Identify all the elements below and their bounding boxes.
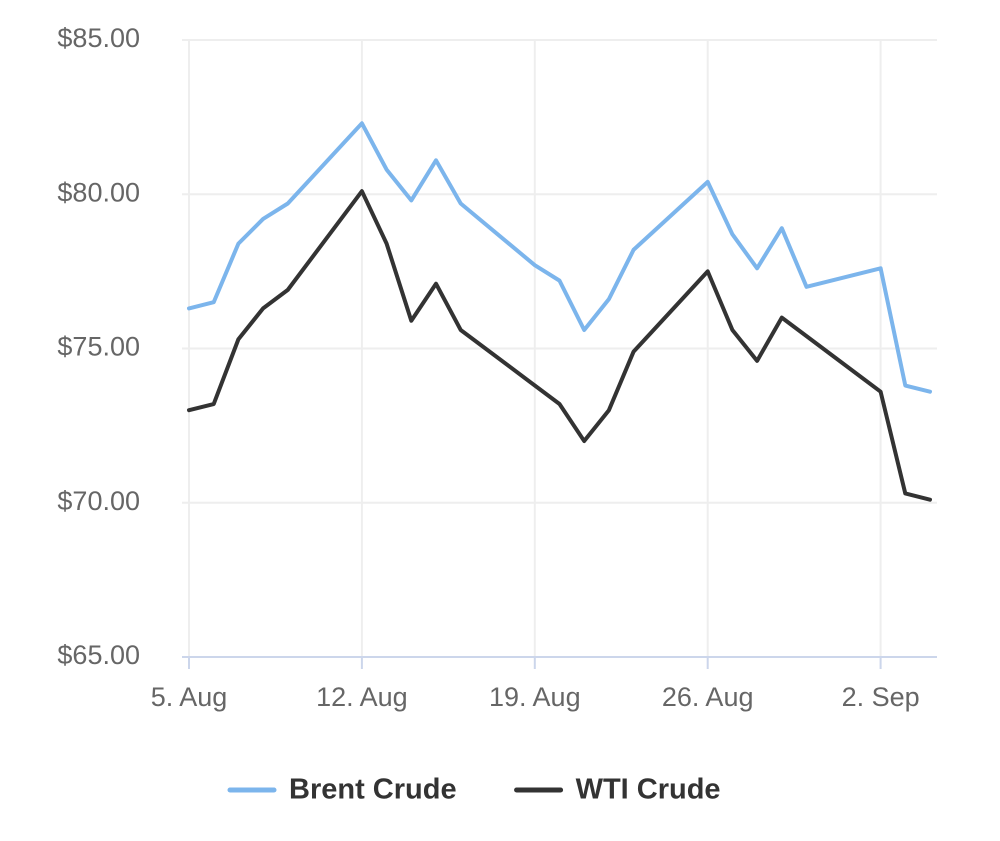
x-tick-label: 26. Aug bbox=[662, 682, 754, 712]
x-tick-label: 12. Aug bbox=[316, 682, 408, 712]
y-tick-label: $70.00 bbox=[57, 486, 140, 516]
legend-label: Brent Crude bbox=[289, 774, 457, 806]
x-tick-label: 19. Aug bbox=[489, 682, 581, 712]
x-tick-label: 2. Sep bbox=[842, 682, 920, 712]
y-tick-label: $85.00 bbox=[57, 23, 140, 53]
series-line bbox=[187, 121, 932, 394]
x-tick-label: 5. Aug bbox=[151, 682, 228, 712]
y-tick-label: $75.00 bbox=[57, 332, 140, 362]
y-tick-label: $65.00 bbox=[57, 640, 140, 670]
legend-label: WTI Crude bbox=[576, 774, 721, 806]
y-tick-label: $80.00 bbox=[57, 177, 140, 207]
series-line bbox=[187, 189, 932, 502]
